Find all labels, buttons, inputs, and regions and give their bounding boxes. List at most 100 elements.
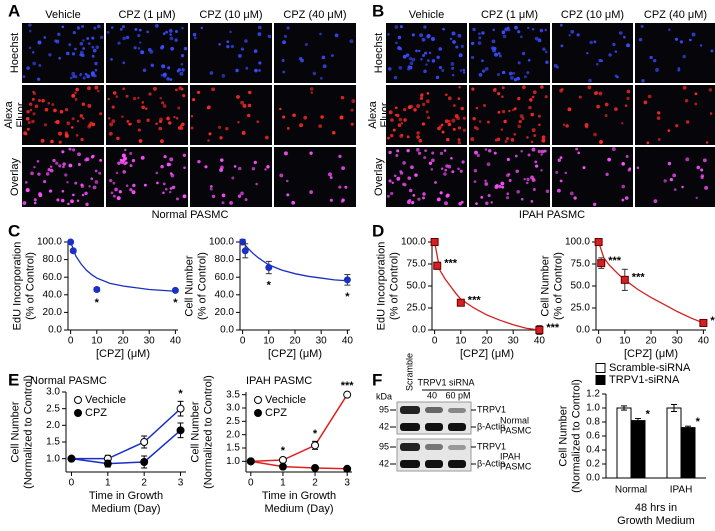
cell-dot xyxy=(90,71,95,76)
cell-dot xyxy=(340,95,345,100)
cell-dot xyxy=(23,131,28,136)
cell-dot xyxy=(71,52,76,56)
cell-dot xyxy=(518,120,522,124)
cell-dot xyxy=(623,35,626,39)
cell-dot xyxy=(303,115,308,120)
cell-dot xyxy=(451,118,456,123)
cell-dot xyxy=(459,169,463,173)
cell-dot xyxy=(55,161,59,165)
error-bar xyxy=(621,405,627,411)
cell-dot xyxy=(443,149,447,152)
cell-dot xyxy=(82,117,85,120)
cell-dot xyxy=(129,122,132,126)
cell-dot xyxy=(312,71,317,76)
cell-dot xyxy=(523,177,526,181)
cell-dot xyxy=(192,98,196,102)
y-tick-label: 75.0 xyxy=(571,259,591,270)
cell-dot xyxy=(614,50,618,53)
cell-dot xyxy=(392,128,396,132)
cell-dot xyxy=(649,55,653,60)
cell-dot xyxy=(638,37,643,42)
cell-dot xyxy=(450,62,455,66)
blot-sirna: TRPV1 siRNA xyxy=(417,377,474,387)
legend-label: CPZ xyxy=(265,407,287,419)
cell-dot xyxy=(169,36,174,41)
cell-dot xyxy=(166,77,170,81)
cell-dot xyxy=(43,36,47,39)
cell-dot xyxy=(477,41,482,45)
cell-dot xyxy=(114,187,118,192)
cell-dot xyxy=(494,185,499,189)
cell-dot xyxy=(512,108,515,112)
cell-dot xyxy=(137,33,141,38)
cell-dot xyxy=(522,85,526,90)
cell-dot xyxy=(519,114,524,119)
cell-dot xyxy=(537,114,541,118)
bar xyxy=(666,407,682,479)
significance: *** xyxy=(468,295,482,307)
cell-dot xyxy=(140,50,145,55)
cell-dot xyxy=(80,50,84,55)
cell-dot xyxy=(592,202,597,206)
x-tick-label: 30 xyxy=(672,336,684,347)
y-axis-label: Cell Number xyxy=(9,401,21,462)
cell-dot xyxy=(534,36,539,41)
cell-dot xyxy=(410,165,414,170)
blot-group: PASMC xyxy=(500,461,532,471)
cell-dot xyxy=(119,27,123,31)
cell-dot xyxy=(37,77,41,81)
cell-dot xyxy=(453,104,456,107)
cell-dot xyxy=(411,33,415,37)
cell-dot xyxy=(515,169,519,173)
cell-dot xyxy=(156,181,159,185)
cell-dot xyxy=(646,141,650,145)
cell-dot xyxy=(183,46,188,51)
legend-marker xyxy=(254,396,262,404)
cell-dot xyxy=(539,28,544,33)
cell-dot xyxy=(71,71,76,76)
cell-dot xyxy=(624,196,629,200)
cell-dot xyxy=(79,74,82,77)
blot-group: IPAH xyxy=(500,451,520,461)
cell-dot xyxy=(493,151,497,155)
x-tick-label: 30 xyxy=(316,336,328,347)
cell-dot xyxy=(91,36,95,40)
data-point xyxy=(278,456,287,464)
cell-dot xyxy=(700,168,704,172)
cell-dot xyxy=(624,104,628,107)
cell-dot xyxy=(440,167,444,170)
cell-dot xyxy=(29,108,33,112)
cell-dot xyxy=(456,116,460,121)
micrograph xyxy=(106,85,188,145)
cell-dot xyxy=(209,71,214,75)
cell-dot xyxy=(181,122,185,127)
row-label: Hoechst xyxy=(9,33,21,73)
cell-dot xyxy=(542,47,546,51)
cell-dot xyxy=(79,41,84,46)
cell-dot xyxy=(397,123,402,128)
cell-dot xyxy=(253,160,257,165)
cell-dot xyxy=(436,197,441,202)
panel-caption: Normal PASMC xyxy=(152,209,229,221)
cell-dot xyxy=(421,122,426,126)
cell-dot xyxy=(451,170,455,174)
western-blot: kDa Scramble TRPV1 siRNA 40 60 pM xyxy=(376,353,475,472)
cell-dot xyxy=(484,67,489,71)
cell-dot xyxy=(436,55,440,60)
panel-label: D xyxy=(372,221,384,240)
cell-dot xyxy=(585,125,589,129)
column-label: CPZ (1 μM) xyxy=(118,9,175,21)
cell-dot xyxy=(281,58,285,63)
cell-dot xyxy=(117,161,121,166)
cell-dot xyxy=(490,201,493,204)
cell-dot xyxy=(422,192,426,196)
cell-dot xyxy=(94,180,99,184)
cell-dot xyxy=(161,101,165,105)
cell-dot xyxy=(513,107,517,111)
micrograph xyxy=(274,147,356,207)
cell-dot xyxy=(460,106,464,111)
row-label: Overlay xyxy=(373,158,385,196)
cell-dot xyxy=(126,119,130,123)
cell-dot xyxy=(41,98,45,103)
cell-dot xyxy=(614,107,618,111)
